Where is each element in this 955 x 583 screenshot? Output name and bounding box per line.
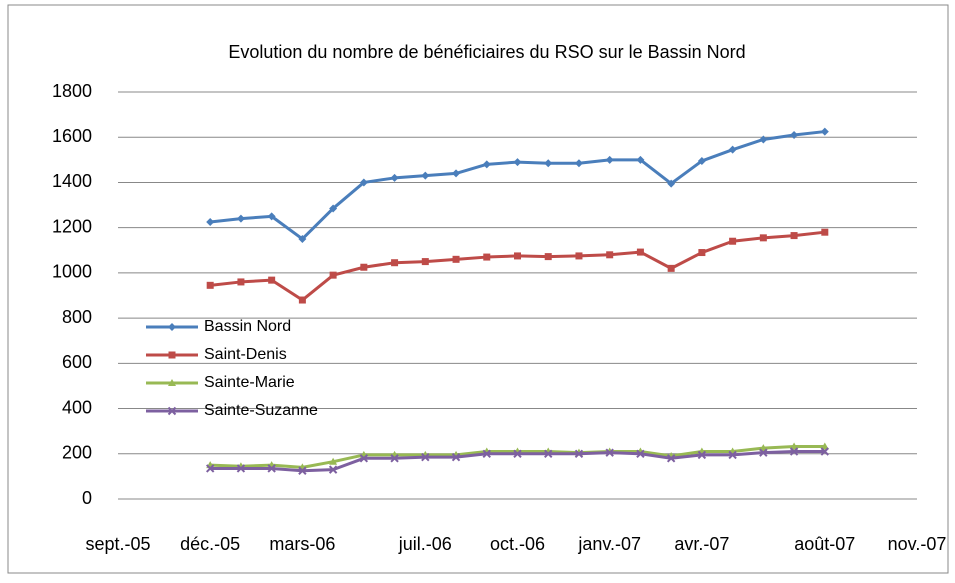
point <box>391 259 399 267</box>
x-tick-label: janv.-07 <box>577 534 641 554</box>
point <box>605 155 614 164</box>
point <box>759 234 767 242</box>
point <box>390 454 399 463</box>
point <box>513 449 522 458</box>
point <box>514 252 521 260</box>
point <box>790 442 799 450</box>
legend-marker <box>167 406 177 416</box>
point <box>790 130 799 139</box>
point <box>728 450 737 460</box>
point <box>544 449 553 458</box>
x-tick-label: déc.-05 <box>180 534 240 554</box>
point <box>390 173 399 182</box>
point <box>236 464 246 473</box>
point <box>298 466 307 475</box>
point <box>421 258 429 266</box>
point <box>820 127 829 136</box>
x-tick-label: oct.-06 <box>490 534 545 554</box>
point <box>421 171 430 180</box>
legend-label: Saint-Denis <box>204 346 287 363</box>
point <box>666 454 676 463</box>
point <box>790 232 798 240</box>
y-tick-label: 200 <box>62 443 92 463</box>
point <box>636 248 644 256</box>
point <box>821 228 829 236</box>
x-tick-label: août-07 <box>794 534 855 554</box>
y-tick-label: 1600 <box>52 126 92 146</box>
chart-title: Evolution du nombre de bénéficiaires du … <box>228 42 745 62</box>
point <box>298 296 306 304</box>
point <box>728 145 737 154</box>
point <box>636 155 645 164</box>
point <box>267 464 276 473</box>
point <box>237 278 245 286</box>
point <box>759 135 768 144</box>
point <box>697 450 707 460</box>
point <box>267 212 276 221</box>
y-tick-label: 600 <box>62 352 92 372</box>
point <box>268 276 276 284</box>
x-tick-label: nov.-07 <box>888 534 947 554</box>
legend-marker <box>168 351 176 359</box>
point <box>328 465 338 474</box>
point <box>513 158 522 167</box>
point <box>482 160 491 169</box>
point <box>421 452 430 462</box>
x-tick-label: avr.-07 <box>674 534 729 554</box>
y-tick-label: 0 <box>82 488 92 508</box>
y-tick-label: 1800 <box>52 81 92 101</box>
point <box>636 449 645 458</box>
point <box>605 448 614 457</box>
point <box>206 281 214 289</box>
x-tick-label: sept.-05 <box>85 534 150 554</box>
chart-border <box>7 4 949 574</box>
legend-label: Bassin Nord <box>204 318 291 335</box>
y-tick-label: 1200 <box>52 216 92 236</box>
y-tick-label: 1000 <box>52 262 92 282</box>
point <box>329 204 338 213</box>
legend-label: Sainte-Suzanne <box>204 402 318 419</box>
x-tick-label: mars-06 <box>269 534 335 554</box>
point <box>359 454 369 463</box>
point <box>359 178 368 187</box>
point <box>360 263 368 271</box>
point <box>298 234 307 243</box>
point <box>820 442 829 450</box>
point <box>574 449 584 458</box>
point <box>789 447 799 456</box>
point <box>729 237 737 245</box>
point <box>206 218 215 227</box>
point <box>574 159 583 168</box>
y-tick-label: 1400 <box>52 171 92 191</box>
point <box>544 253 552 261</box>
point <box>451 452 461 462</box>
point <box>329 271 337 279</box>
point <box>667 264 675 272</box>
legend-marker <box>168 379 176 386</box>
x-tick-label: juil.-06 <box>398 534 452 554</box>
point <box>697 156 706 165</box>
point <box>575 252 583 260</box>
y-tick-label: 400 <box>62 397 92 417</box>
point <box>820 447 830 456</box>
point <box>759 448 768 457</box>
point <box>483 253 491 261</box>
legend-label: Sainte-Marie <box>204 374 295 391</box>
point <box>329 457 338 465</box>
point <box>452 255 460 263</box>
point <box>236 214 245 223</box>
legend-marker <box>168 323 176 331</box>
point <box>667 179 676 188</box>
y-tick-label: 800 <box>62 307 92 327</box>
point <box>205 464 215 473</box>
point <box>452 169 461 178</box>
point <box>606 251 614 259</box>
point <box>482 449 491 458</box>
point <box>544 159 553 168</box>
point <box>698 249 706 257</box>
